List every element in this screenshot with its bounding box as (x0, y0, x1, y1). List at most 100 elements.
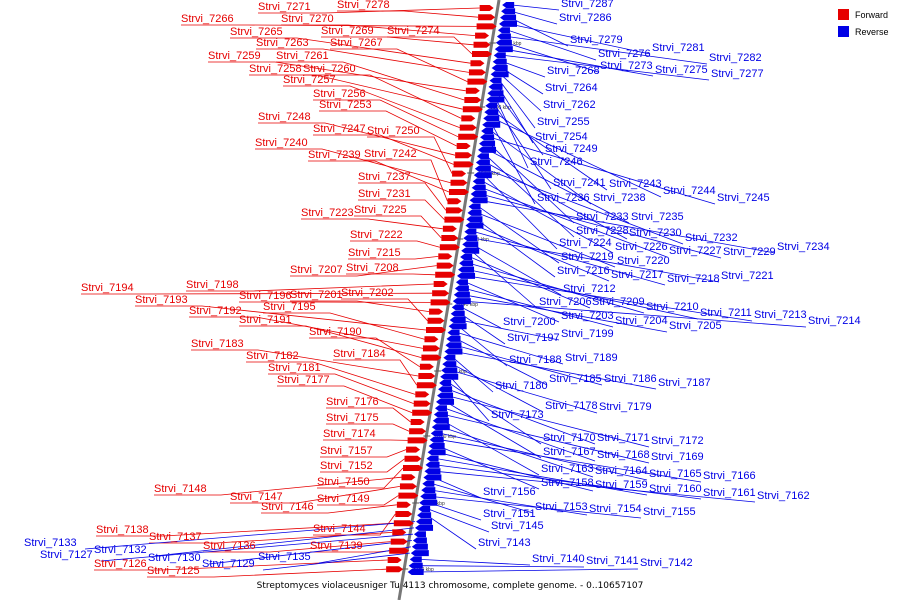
forward-gene-arrow (390, 538, 408, 545)
reverse-gene-arrow (491, 65, 508, 71)
forward-gene-label: Strvi_7192 (189, 305, 242, 317)
reverse-gene-label: Strvi_7172 (651, 435, 704, 447)
forward-gene-arrow (464, 97, 482, 103)
forward-gene-label: Strvi_7195 (263, 301, 316, 313)
gene-layer (386, 2, 518, 575)
reverse-gene-label: Strvi_7214 (808, 315, 861, 327)
reverse-gene-label: Strvi_7232 (685, 232, 738, 244)
forward-gene-arrow (395, 511, 413, 517)
forward-gene-label: Strvi_7223 (301, 207, 354, 219)
reverse-gene-arrow (438, 386, 453, 393)
reverse-connector (439, 439, 702, 483)
reverse-connector (470, 256, 591, 309)
forward-gene-arrow (462, 106, 483, 113)
reverse-gene-label: Strvi_7221 (721, 270, 774, 282)
forward-connector (186, 283, 434, 292)
reverse-gene-label: Strvi_7203 (561, 310, 614, 322)
reverse-gene-arrow (453, 291, 470, 298)
reverse-connector (447, 388, 596, 445)
reverse-connector (509, 17, 569, 47)
reverse-gene-label: Strvi_7206 (539, 296, 592, 308)
reverse-gene-arrow (470, 191, 487, 197)
reverse-connector (493, 118, 662, 198)
reverse-gene-arrow (494, 46, 513, 53)
reverse-connector (466, 275, 753, 322)
forward-gene-arrow (433, 281, 448, 287)
reverse-connector (84, 521, 416, 550)
forward-gene-label: Strvi_7242 (364, 148, 417, 160)
reverse-connector (487, 149, 630, 224)
reverse-gene-label: Strvi_7133 (24, 537, 77, 549)
forward-gene-label: Strvi_7256 (313, 88, 366, 100)
reverse-gene-label: Strvi_7145 (491, 520, 544, 532)
reverse-gene-label: Strvi_7165 (649, 468, 702, 480)
reverse-gene-arrow (441, 367, 458, 374)
reverse-gene-arrow (421, 487, 436, 494)
reverse-gene-arrow (493, 52, 506, 59)
forward-gene-arrow (442, 225, 457, 232)
reverse-gene-label: Strvi_7168 (597, 449, 650, 461)
reverse-gene-label: Strvi_7143 (478, 537, 531, 549)
reverse-connector (485, 162, 628, 240)
forward-gene-label: Strvi_7225 (354, 204, 407, 216)
label-layer: Strvi_7271 Strvi_7278 Strvi_7266 Strvi_7270… (24, 0, 861, 577)
forward-connector (354, 215, 442, 239)
forward-gene-arrow (396, 501, 411, 508)
reverse-connector (446, 395, 650, 448)
reverse-connector (465, 281, 560, 323)
reverse-gene-arrow (459, 260, 474, 267)
forward-gene-arrow (452, 170, 467, 177)
reverse-gene-label: Strvi_7275 (655, 64, 708, 76)
reverse-gene-label: Strvi_7185 (549, 373, 602, 385)
reverse-gene-label: Strvi_7254 (535, 131, 588, 143)
reverse-gene-label: Strvi_7213 (754, 309, 807, 321)
forward-gene-label: Strvi_7278 (337, 0, 390, 11)
reverse-connector (429, 502, 482, 521)
forward-gene-arrow (459, 124, 477, 131)
reverse-gene-arrow (445, 342, 462, 349)
forward-gene-label: Strvi_7177 (277, 374, 330, 386)
reverse-gene-label: Strvi_7130 (148, 552, 201, 564)
forward-connector (387, 36, 473, 55)
reverse-gene-arrow (415, 524, 434, 531)
reverse-gene-label: Strvi_7286 (559, 12, 612, 24)
forward-gene-label: Strvi_7261 (276, 50, 329, 62)
reverse-connector (503, 55, 710, 81)
reverse-gene-arrow (501, 8, 516, 15)
reverse-connector (490, 136, 716, 205)
forward-gene-label: Strvi_7126 (94, 558, 147, 570)
reverse-gene-arrow (424, 468, 441, 475)
forward-gene-arrow (392, 529, 407, 536)
forward-connector (313, 513, 396, 536)
reverse-gene-arrow (479, 140, 496, 147)
reverse-gene-label: Strvi_7226 (615, 241, 668, 253)
reverse-connector (426, 514, 477, 550)
reverse-gene-label: Strvi_7160 (649, 483, 702, 495)
reverse-connector (476, 218, 556, 278)
reverse-gene-arrow (413, 531, 426, 538)
reverse-gene-arrow (450, 310, 465, 317)
forward-gene-arrow (386, 566, 404, 573)
reverse-connector (512, 4, 560, 11)
forward-gene-arrow (393, 520, 414, 527)
reverse-gene-label: Strvi_7127 (40, 549, 93, 561)
reverse-connector (502, 61, 546, 78)
forward-gene-arrow (473, 41, 491, 48)
reverse-gene-arrow (423, 474, 442, 481)
forward-gene-label: Strvi_7253 (319, 99, 372, 111)
forward-gene-arrow (430, 299, 451, 306)
reverse-connector (435, 464, 702, 500)
reverse-gene-label: Strvi_7187 (658, 377, 711, 389)
reverse-gene-arrow (499, 20, 518, 27)
forward-connector (135, 305, 427, 331)
reverse-connector (262, 552, 410, 571)
reverse-connector (483, 174, 558, 250)
tick-label: 8240 kbp (457, 302, 478, 308)
reverse-gene-label: Strvi_7238 (593, 192, 646, 204)
reverse-gene-label: Strvi_7158 (541, 477, 594, 489)
reverse-connector (437, 451, 594, 492)
reverse-gene-arrow (492, 58, 507, 65)
forward-gene-label: Strvi_7190 (309, 326, 362, 338)
forward-gene-arrow (403, 465, 423, 471)
forward-gene-label: Strvi_7247 (313, 123, 366, 135)
